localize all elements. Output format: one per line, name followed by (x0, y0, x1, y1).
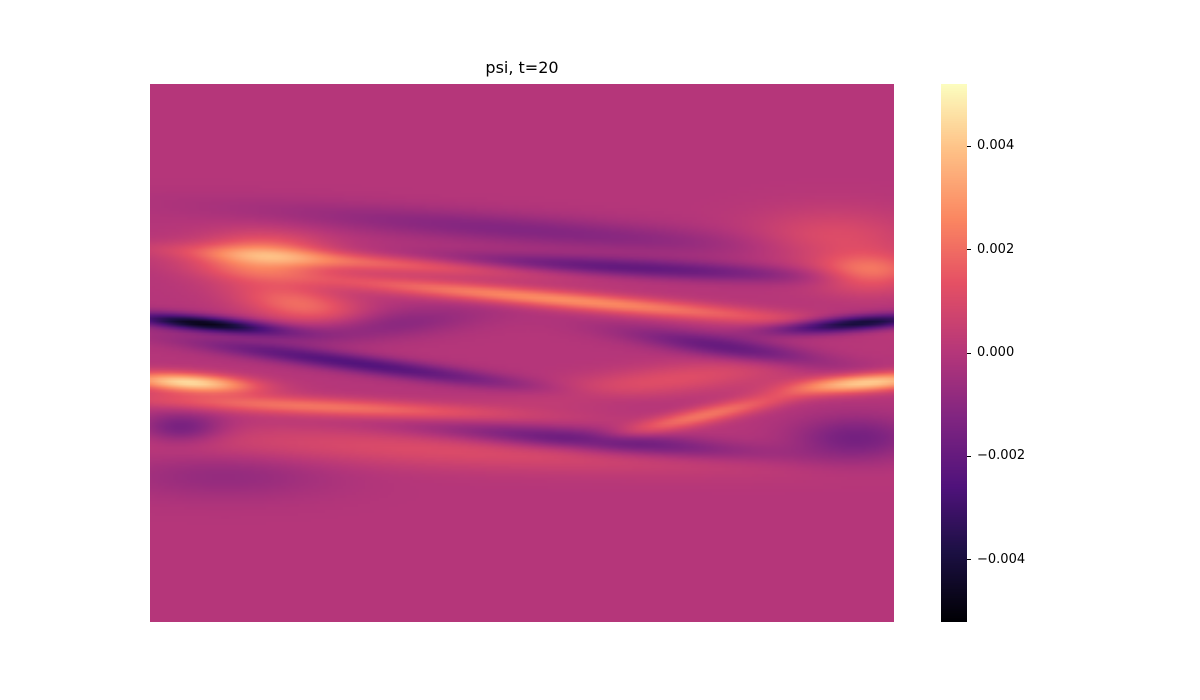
colorbar-tick-label: 0.002 (977, 241, 1015, 257)
colorbar-axis: 0.004 0.002 0.000 −0.002 −0.004 (967, 84, 1087, 622)
colorbar-tick-mark (967, 249, 971, 251)
chart-title: psi, t=20 (485, 58, 559, 77)
colorbar-tick-label: 0.000 (977, 345, 1015, 360)
heatmap-plot (150, 84, 894, 622)
colorbar (941, 84, 967, 622)
colorbar-tick-mark (967, 145, 971, 147)
colorbar-tick-label: −0.004 (977, 551, 1026, 567)
colorbar-tick-label: 0.004 (977, 138, 1015, 154)
colorbar-tick-mark (967, 559, 971, 561)
colorbar-tick-mark (967, 455, 971, 457)
colorbar-tick-label: −0.002 (977, 448, 1026, 464)
colorbar-tick-mark (967, 352, 971, 354)
